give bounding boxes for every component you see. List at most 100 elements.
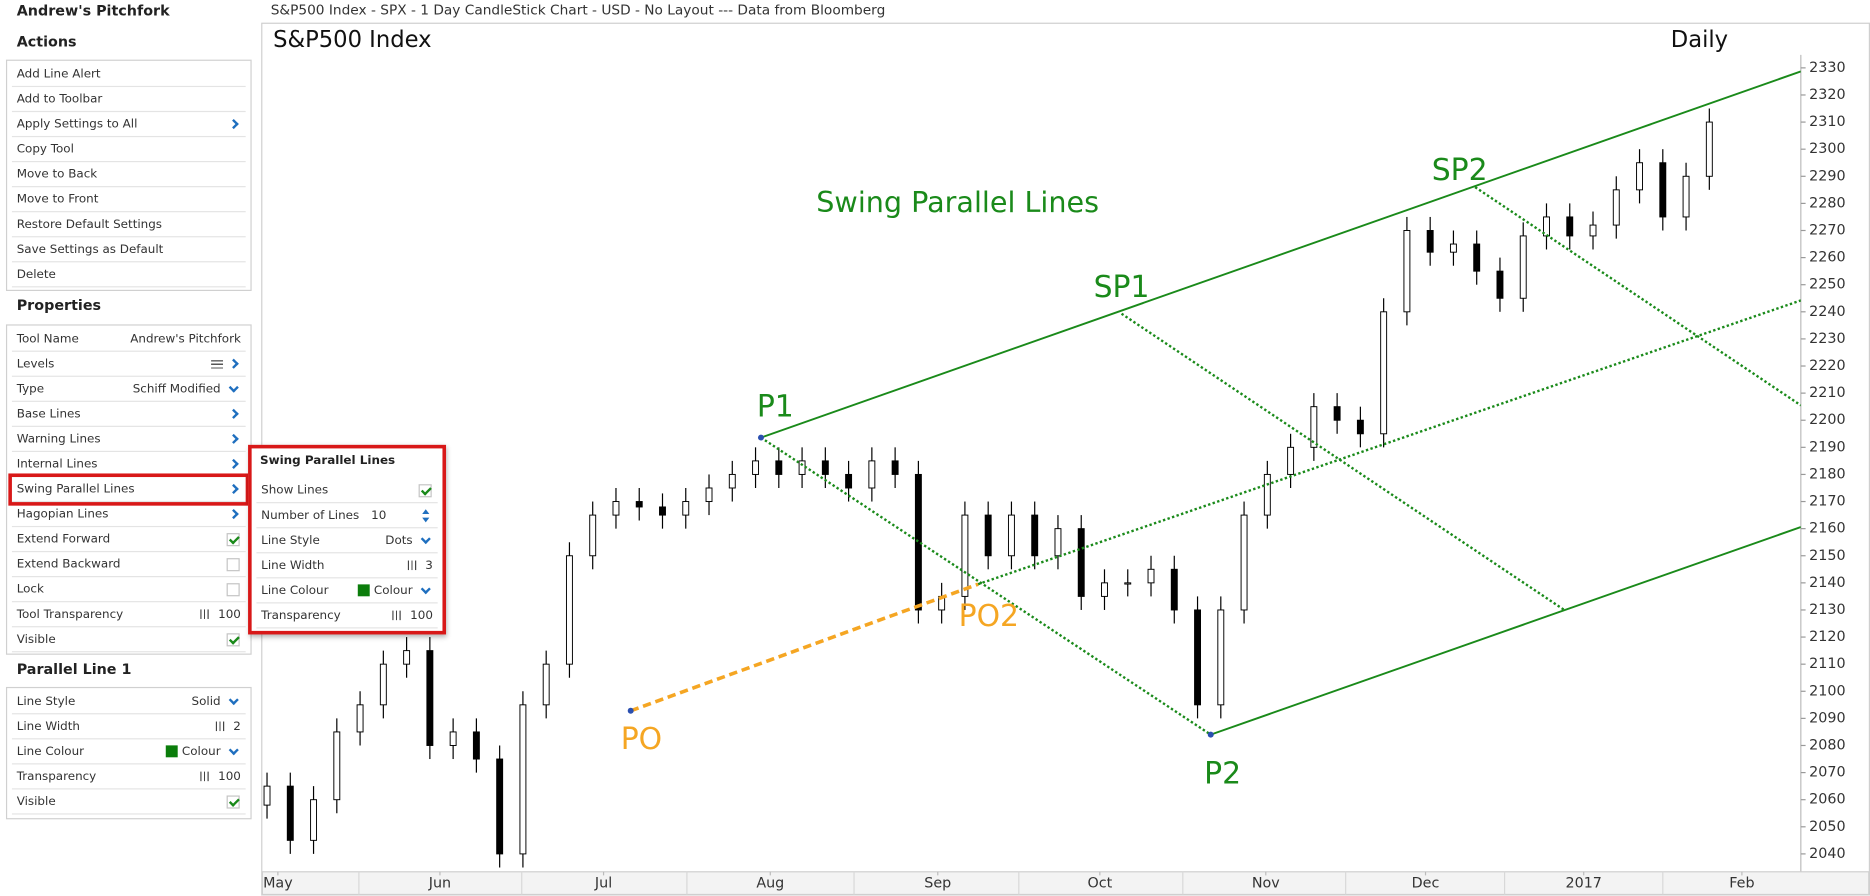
checkbox[interactable]: [226, 532, 240, 546]
candle-body: [426, 650, 434, 746]
chevron-right[interactable]: [228, 458, 239, 469]
candle-body: [682, 501, 690, 516]
candle-body: [1287, 446, 1295, 475]
chevron-down[interactable]: [228, 694, 239, 705]
property-row[interactable]: Visible: [11, 790, 246, 815]
slider-icon[interactable]: [200, 771, 209, 782]
color-swatch[interactable]: [165, 745, 178, 758]
candle-body: [1101, 582, 1108, 597]
property-row[interactable]: Restore Default Settings: [11, 212, 246, 238]
property-row[interactable]: Delete: [11, 262, 246, 288]
y-tick-label: 2270: [1809, 222, 1845, 238]
property-row[interactable]: Line Colour Colour: [256, 578, 438, 604]
property-row[interactable]: Line Width 3: [256, 553, 438, 579]
anchor-point: [627, 707, 634, 714]
property-row[interactable]: Copy Tool: [11, 137, 246, 163]
chevron-right[interactable]: [228, 118, 239, 130]
checkbox[interactable]: [226, 632, 240, 646]
row-label: Line Width: [261, 558, 325, 572]
x-tick-label: Oct: [1087, 876, 1112, 892]
property-row[interactable]: Line Colour Colour: [11, 739, 246, 765]
candle-body: [1612, 189, 1620, 226]
chevron-right[interactable]: [228, 358, 239, 369]
slider-icon[interactable]: [200, 609, 209, 619]
candle-body: [1403, 230, 1411, 313]
property-row[interactable]: Base Lines: [11, 402, 246, 427]
x-tick-label: 2017: [1566, 876, 1602, 892]
row-label: Number of Lines: [261, 508, 360, 522]
property-row[interactable]: Line Style Solid: [11, 689, 246, 715]
y-tick-label: 2060: [1809, 792, 1845, 808]
property-row[interactable]: Visible: [11, 627, 246, 653]
slider-icon[interactable]: [392, 610, 401, 621]
candle-body: [891, 460, 899, 475]
property-row[interactable]: Internal Lines: [11, 452, 246, 478]
candle-body: [449, 731, 457, 746]
property-row[interactable]: Show Lines: [256, 478, 438, 504]
x-tick-label: Aug: [756, 876, 784, 892]
chevron-down[interactable]: [228, 744, 239, 755]
point-label: P2: [1204, 757, 1241, 792]
slider-icon[interactable]: [407, 560, 416, 571]
candle-body: [286, 785, 294, 841]
property-row[interactable]: Add to Toolbar: [11, 87, 246, 113]
property-row[interactable]: Swing Parallel Lines: [8, 473, 250, 506]
spinner-icon[interactable]: [422, 508, 430, 522]
property-row[interactable]: Tool Transparency 100: [11, 602, 246, 628]
slider-icon[interactable]: [215, 721, 224, 732]
candle-body: [1333, 406, 1341, 421]
row-label: Apply Settings to All: [16, 117, 138, 131]
row-label: Base Lines: [16, 407, 81, 421]
property-row[interactable]: Lock: [11, 577, 246, 603]
row-label: Line Width: [16, 719, 80, 733]
row-label: Internal Lines: [16, 457, 98, 471]
chevron-down[interactable]: [420, 533, 431, 544]
property-row[interactable]: Levels: [11, 352, 246, 377]
property-row[interactable]: Save Settings as Default: [11, 237, 246, 263]
chevron-right[interactable]: [228, 408, 239, 419]
panel-title: Andrew's Pitchfork: [16, 2, 170, 20]
chevron-right[interactable]: [228, 433, 239, 444]
checkbox[interactable]: [226, 794, 240, 808]
checkbox[interactable]: [226, 582, 240, 596]
row-value: Colour: [181, 744, 221, 758]
candle-body: [845, 473, 853, 489]
row-label: Levels: [16, 357, 55, 371]
candle-body: [868, 460, 876, 489]
property-row[interactable]: Extend Forward: [11, 527, 246, 553]
candle-body: [659, 506, 666, 516]
menu-icon[interactable]: [211, 359, 224, 368]
property-row[interactable]: Add Line Alert: [11, 62, 246, 88]
property-row[interactable]: Line Style Dots: [256, 528, 438, 554]
property-row[interactable]: Transparency 100: [256, 603, 438, 629]
property-row[interactable]: Number of Lines 10: [256, 503, 438, 529]
property-row[interactable]: Extend Backward: [11, 552, 246, 578]
property-row[interactable]: Hagopian Lines: [11, 502, 246, 528]
chevron-down[interactable]: [420, 583, 431, 594]
property-row[interactable]: Apply Settings to All: [11, 112, 246, 138]
y-tick-label: 2280: [1809, 195, 1845, 211]
property-row[interactable]: Move to Front: [11, 187, 246, 213]
row-label: Move to Front: [16, 192, 99, 206]
y-tick-label: 2240: [1809, 304, 1845, 320]
y-tick-label: 2150: [1809, 548, 1845, 564]
color-swatch[interactable]: [357, 584, 370, 597]
chevron-right[interactable]: [228, 508, 239, 520]
row-label: Line Style: [261, 533, 320, 547]
property-row[interactable]: Warning Lines: [11, 427, 246, 452]
checkbox[interactable]: [418, 483, 432, 497]
property-row[interactable]: Move to Back: [11, 162, 246, 188]
chevron-down[interactable]: [228, 381, 239, 393]
checkbox[interactable]: [226, 557, 240, 571]
row-value: 100: [218, 769, 241, 783]
property-row[interactable]: Line Width 2: [11, 714, 246, 740]
candle-body: [1356, 419, 1364, 435]
y-tick-label: 2160: [1809, 521, 1845, 537]
chevron-right[interactable]: [228, 483, 239, 495]
property-row[interactable]: Type Schiff Modified: [11, 377, 246, 402]
property-row[interactable]: Tool Name Andrew's Pitchfork: [11, 327, 246, 352]
property-row[interactable]: Transparency 100: [11, 764, 246, 790]
y-tick-label: 2180: [1809, 466, 1845, 482]
candle-body: [1263, 473, 1271, 516]
